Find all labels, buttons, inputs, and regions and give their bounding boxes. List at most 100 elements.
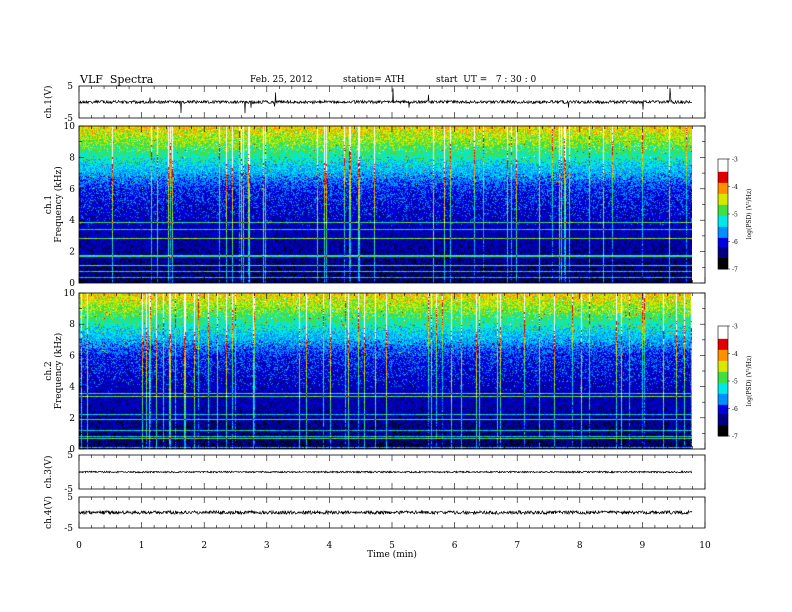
- colorbar-band: [718, 428, 728, 431]
- y-tick-label-ch4v: -5: [64, 524, 73, 534]
- y-tick-label-ch4v: 5: [67, 493, 73, 503]
- colorbar-band: [718, 254, 728, 257]
- colorbar-band: [718, 360, 728, 364]
- colorbar-band: [718, 375, 728, 378]
- colorbar-band: [718, 399, 728, 402]
- colorbar-band: [718, 252, 728, 255]
- colorbar-band: [718, 355, 728, 358]
- colorbar-band: [718, 359, 728, 362]
- station-label: station= ATH: [343, 75, 405, 85]
- colorbar-band: [718, 415, 728, 419]
- colorbar-tick-label: -3: [732, 157, 738, 164]
- colorbar-band: [718, 212, 728, 215]
- colorbar-band: [718, 208, 728, 211]
- colorbar-band: [718, 357, 728, 360]
- colorbar-band: [718, 168, 728, 171]
- chart-title: VLF Spectra: [80, 73, 154, 86]
- trace-ch4v: [78, 509, 693, 516]
- x-tick-label: 8: [577, 541, 583, 551]
- colorbar-band: [718, 186, 728, 189]
- y-tick-label-ch1s: 0: [69, 279, 75, 289]
- colorbar-band: [718, 243, 728, 246]
- colorbar-band: [718, 241, 728, 244]
- colorbar-band: [718, 195, 728, 198]
- colorbar-band: [718, 408, 728, 411]
- colorbar-tick-label: -7: [732, 434, 738, 441]
- colorbar-band: [718, 248, 728, 252]
- colorbar-band: [718, 197, 728, 200]
- colorbar-band: [718, 201, 728, 204]
- y-tick-label-ch2s: 0: [69, 445, 75, 455]
- colorbar-band: [718, 226, 728, 230]
- colorbar-band: [718, 377, 728, 380]
- colorbar-band: [718, 181, 728, 184]
- colorbar-band: [718, 327, 728, 331]
- colorbar-band: [718, 206, 728, 209]
- colorbar-band: [718, 204, 728, 208]
- colorbar-band: [718, 210, 728, 213]
- colorbar-band: [718, 232, 728, 235]
- colorbar-band: [718, 366, 728, 369]
- colorbar-band: [718, 245, 728, 248]
- x-tick-label: 7: [514, 541, 520, 551]
- colorbar-tick-label: -5: [732, 379, 738, 386]
- colorbar-band: [718, 390, 728, 393]
- x-tick-label: 1: [139, 541, 145, 551]
- colorbar-band: [718, 230, 728, 233]
- colorbar-band: [718, 349, 728, 353]
- colorbar-band: [718, 395, 728, 398]
- colorbar-band: [718, 346, 728, 349]
- colorbar-band: [718, 175, 728, 178]
- colorbar-band: [718, 342, 728, 345]
- spectrogram-ch1s: [79, 126, 692, 283]
- colorbar-band: [718, 159, 728, 162]
- colorbar-band: [718, 160, 728, 164]
- start-time-label: start UT = 7 : 30 : 0: [436, 75, 537, 85]
- colorbar-band: [718, 173, 728, 176]
- colorbar-band: [718, 386, 728, 389]
- colorbar-tick-label: -4: [732, 184, 738, 191]
- x-tick-label: 9: [640, 541, 646, 551]
- spectrogram-ch2s: [79, 293, 692, 449]
- colorbar-band: [718, 225, 728, 228]
- colorbar-band: [718, 344, 728, 347]
- colorbar-band: [718, 265, 728, 268]
- colorbar-band: [718, 368, 728, 371]
- colorbar-band: [718, 384, 728, 387]
- colorbar-band: [718, 392, 728, 395]
- colorbar-band: [718, 371, 728, 375]
- colorbar-band: [718, 258, 728, 261]
- colorbar-band: [718, 414, 728, 417]
- colorbar-band: [718, 335, 728, 338]
- colorbar-band: [718, 329, 728, 332]
- colorbar-band: [718, 379, 728, 382]
- date-label: Feb. 25, 2012: [250, 75, 313, 85]
- colorbar-band: [718, 419, 728, 422]
- colorbar-tick-label: -6: [732, 406, 738, 413]
- colorbar-band: [718, 267, 728, 270]
- colorbar-band: [718, 215, 728, 219]
- colorbar-band: [718, 337, 728, 340]
- colorbar-tick-label: -4: [732, 351, 738, 358]
- y-axis-label-ch1v: ch.1(V): [43, 86, 54, 119]
- y-tick-label-ch1s: 6: [69, 185, 75, 195]
- colorbar-band: [718, 192, 728, 195]
- x-tick-label: 6: [452, 541, 458, 551]
- y-tick-label-ch1s: 8: [69, 153, 75, 163]
- colorbar-band: [718, 261, 728, 264]
- colorbar-band: [718, 171, 728, 175]
- colorbar-band: [718, 250, 728, 253]
- colorbar-label-0: log(PSD) (V²/Hz): [746, 189, 753, 240]
- y-axis-label2-ch1s: Frequency (kHz): [53, 166, 64, 243]
- y-tick-label-ch2s: 10: [64, 289, 76, 299]
- colorbar-band: [718, 193, 728, 197]
- colorbar-band: [718, 223, 728, 226]
- colorbar-band: [718, 219, 728, 222]
- colorbar-band: [718, 373, 728, 376]
- colorbar-band: [718, 234, 728, 237]
- colorbar-tick-label: -7: [732, 267, 738, 274]
- colorbar-band: [718, 182, 728, 186]
- colorbar-band: [718, 401, 728, 404]
- colorbar-band: [718, 351, 728, 354]
